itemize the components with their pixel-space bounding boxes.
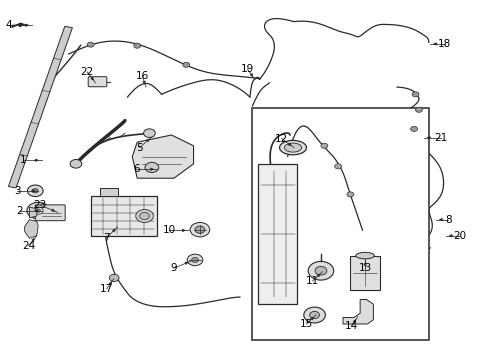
FancyBboxPatch shape — [88, 77, 107, 87]
Circle shape — [33, 207, 43, 214]
Text: 20: 20 — [453, 231, 466, 241]
Ellipse shape — [284, 143, 301, 152]
FancyBboxPatch shape — [35, 205, 65, 221]
Text: 3: 3 — [14, 186, 21, 196]
Text: 11: 11 — [306, 276, 319, 286]
Circle shape — [411, 126, 417, 131]
Circle shape — [335, 164, 342, 169]
Text: 15: 15 — [299, 319, 313, 329]
Circle shape — [412, 92, 419, 97]
Text: 24: 24 — [22, 240, 35, 251]
Circle shape — [36, 209, 41, 212]
Circle shape — [308, 261, 334, 280]
Bar — [91, 196, 157, 236]
Polygon shape — [8, 26, 73, 188]
Circle shape — [416, 107, 422, 112]
Bar — [258, 164, 297, 304]
Text: 12: 12 — [275, 134, 289, 144]
Circle shape — [140, 212, 149, 220]
Circle shape — [145, 162, 159, 172]
Polygon shape — [343, 300, 373, 324]
Bar — [252, 108, 429, 340]
Bar — [100, 188, 118, 196]
Circle shape — [183, 62, 190, 67]
Text: 22: 22 — [80, 67, 94, 77]
Text: 23: 23 — [33, 200, 47, 210]
Circle shape — [195, 226, 205, 233]
Circle shape — [27, 185, 43, 197]
Circle shape — [136, 210, 153, 222]
Text: 10: 10 — [163, 225, 175, 235]
Text: 7: 7 — [103, 233, 110, 243]
Bar — [350, 256, 380, 290]
Text: 16: 16 — [135, 71, 149, 81]
Text: 5: 5 — [136, 143, 143, 153]
Text: 21: 21 — [434, 132, 448, 143]
Circle shape — [190, 222, 210, 237]
Text: 2: 2 — [16, 206, 23, 216]
Ellipse shape — [279, 140, 307, 155]
Ellipse shape — [356, 252, 374, 259]
Text: 13: 13 — [358, 263, 372, 273]
Text: 6: 6 — [133, 164, 140, 174]
Circle shape — [134, 43, 141, 48]
Text: 9: 9 — [171, 263, 177, 273]
Text: 17: 17 — [100, 284, 114, 294]
Text: 1: 1 — [20, 155, 27, 165]
Circle shape — [321, 143, 328, 148]
Circle shape — [70, 159, 82, 168]
Circle shape — [32, 189, 38, 193]
Circle shape — [87, 42, 94, 47]
Polygon shape — [132, 135, 194, 178]
Text: 4: 4 — [5, 20, 12, 30]
Polygon shape — [24, 220, 38, 238]
Circle shape — [347, 192, 354, 197]
Text: 18: 18 — [438, 39, 452, 49]
Text: 8: 8 — [445, 215, 452, 225]
Circle shape — [187, 254, 203, 266]
Text: 14: 14 — [345, 321, 359, 331]
Circle shape — [27, 202, 49, 219]
Circle shape — [144, 129, 155, 138]
Circle shape — [304, 307, 325, 323]
Circle shape — [109, 274, 119, 282]
Circle shape — [310, 311, 319, 319]
Polygon shape — [29, 207, 37, 218]
Circle shape — [192, 257, 198, 262]
Text: 19: 19 — [241, 64, 254, 74]
Circle shape — [315, 266, 327, 275]
